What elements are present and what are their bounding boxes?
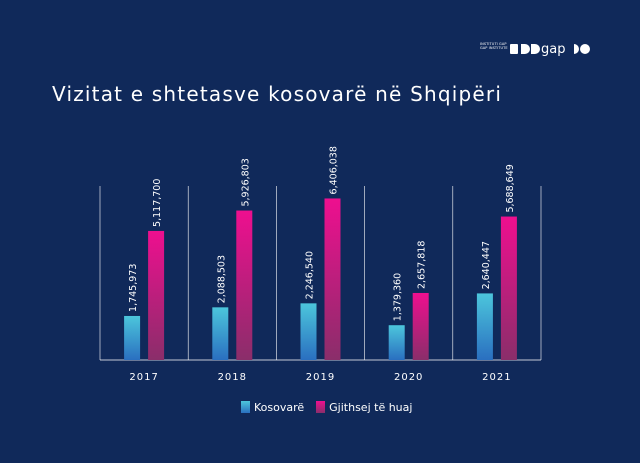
x-tick-label: 2017 bbox=[129, 372, 158, 383]
legend-label: Kosovarë bbox=[254, 400, 305, 414]
chart-legend: Kosovarë Gjithsej të huaj bbox=[241, 400, 424, 414]
data-label: 2,657,818 bbox=[417, 241, 428, 289]
legend-item-kosovare: Kosovarë bbox=[241, 401, 304, 414]
legend-label: Gjithsej të huaj bbox=[329, 400, 413, 414]
brand-subtitle: INSTITUTI GAP GAP INSTITUTE bbox=[480, 42, 510, 50]
x-tick-label: 2019 bbox=[306, 372, 335, 383]
x-tick-label: 2021 bbox=[482, 372, 511, 383]
data-label: 1,745,973 bbox=[128, 264, 139, 312]
data-label: 5,117,700 bbox=[152, 179, 163, 227]
bar-gjithsej-2017 bbox=[148, 230, 165, 360]
brand-logo-block: INSTITUTI GAP GAP INSTITUTE gap bbox=[480, 40, 600, 58]
bar-gjithsej-2021 bbox=[500, 216, 517, 360]
bar-gjithsej-2018 bbox=[236, 210, 253, 360]
bar-kosovare-2020 bbox=[388, 325, 405, 360]
bar-gjithsej-2019 bbox=[324, 198, 341, 360]
chart-frame bbox=[99, 186, 542, 361]
chart-bars bbox=[124, 198, 517, 360]
bar-kosovare-2019 bbox=[300, 303, 317, 360]
legend-item-gjithsej: Gjithsej të huaj bbox=[316, 401, 412, 414]
brand-subtitle-line: GAP INSTITUTE bbox=[480, 46, 508, 50]
x-tick-label: 2018 bbox=[218, 372, 247, 383]
gap-logo: gap bbox=[510, 42, 590, 57]
data-label: 6,406,038 bbox=[329, 146, 340, 194]
data-label: 2,088,503 bbox=[216, 255, 227, 303]
data-label: 2,640,447 bbox=[481, 241, 492, 289]
data-label: 5,688,649 bbox=[505, 164, 516, 212]
bar-kosovare-2018 bbox=[212, 307, 229, 360]
bar-gjithsej-2020 bbox=[412, 292, 429, 360]
legend-swatch bbox=[316, 401, 326, 413]
chart-data-labels: 1,745,973 5,117,700 2,088,503 5,926,803 2,24… bbox=[128, 146, 516, 321]
chart-x-ticks: 2017 2018 2019 2020 2021 bbox=[129, 372, 511, 383]
data-label: 2,246,540 bbox=[305, 251, 316, 299]
svg-text:gap: gap bbox=[541, 42, 565, 57]
legend-swatch bbox=[241, 401, 250, 413]
brand-subtitle-line: INSTITUTI GAP bbox=[480, 42, 507, 46]
data-label: 5,926,803 bbox=[240, 158, 251, 206]
chart-title: Vizitat e shtetasve kosovarë në Shqipëri bbox=[52, 82, 503, 106]
bar-kosovare-2021 bbox=[476, 293, 493, 360]
data-label: 1,379,360 bbox=[393, 273, 404, 321]
bar-kosovare-2017 bbox=[124, 315, 141, 360]
x-tick-label: 2020 bbox=[394, 372, 423, 383]
